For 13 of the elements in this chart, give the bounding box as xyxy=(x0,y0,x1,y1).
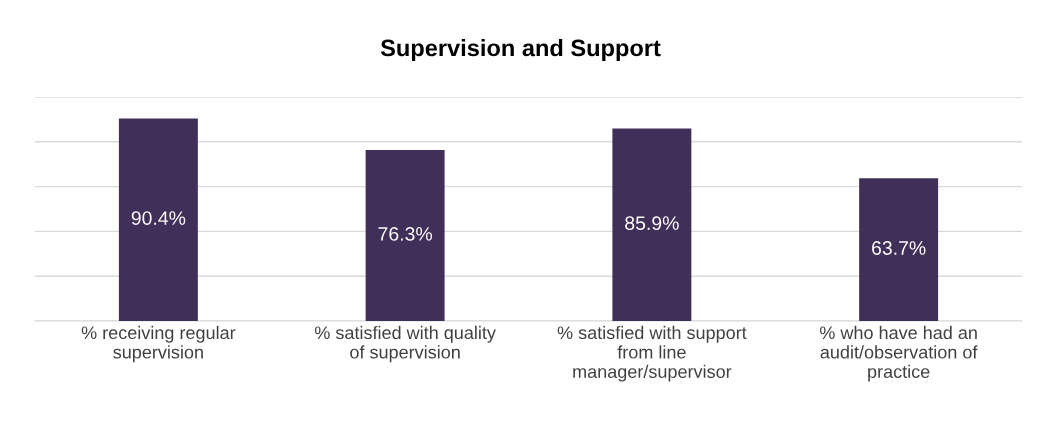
chart-title: Supervision and Support xyxy=(380,39,661,61)
data-label: 90.4% xyxy=(131,211,186,225)
x-tick-label: % satisfied with quality of supervision xyxy=(314,325,496,363)
bar xyxy=(365,150,445,321)
bar xyxy=(612,128,692,321)
x-tick-label: % satisfied with support from line manager/supervisor xyxy=(557,325,747,382)
bar xyxy=(859,178,939,321)
bar xyxy=(118,118,198,321)
data-label: 76.3% xyxy=(378,226,432,241)
x-tick-label: % who have had an audit/observation of practice xyxy=(819,325,978,382)
data-label: 63.7% xyxy=(872,241,926,255)
data-label: 85.9% xyxy=(625,216,679,231)
x-tick-label: % receiving regular supervision xyxy=(81,325,236,363)
